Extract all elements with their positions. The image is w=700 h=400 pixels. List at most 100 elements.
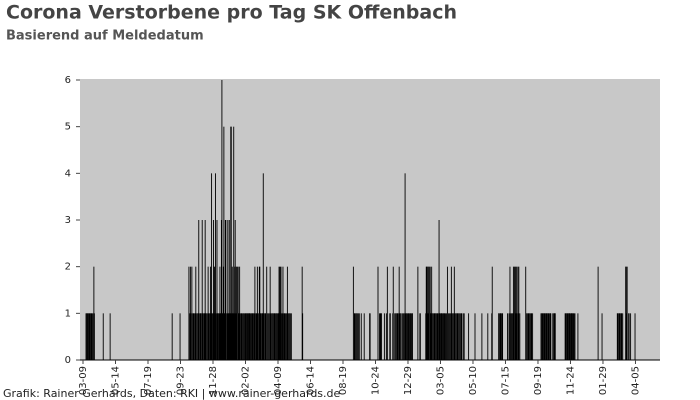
bar (436, 313, 438, 360)
bar (543, 313, 545, 360)
bar (238, 313, 240, 360)
bar (89, 313, 91, 360)
x-tick-label: 12-29 (403, 366, 414, 395)
bar (408, 313, 409, 360)
bar (258, 266, 260, 360)
bar (239, 266, 241, 360)
x-tick-label: 06-14 (305, 366, 316, 395)
bar (91, 313, 93, 360)
bar (439, 313, 440, 360)
bar (427, 266, 429, 360)
bar (502, 313, 504, 360)
bar (515, 266, 517, 360)
bar (544, 313, 546, 360)
bar (406, 313, 408, 360)
bar (269, 266, 271, 360)
x-tick-label: 09-19 (533, 366, 544, 395)
bar (432, 313, 434, 360)
bar (229, 313, 231, 360)
bar (195, 266, 197, 360)
bar (214, 313, 216, 360)
bar (553, 313, 555, 360)
bar (238, 313, 240, 360)
bar (379, 313, 380, 360)
bar (191, 313, 193, 360)
bar (237, 266, 239, 360)
bar (511, 313, 513, 360)
bar (525, 266, 527, 360)
bar (568, 313, 570, 360)
bar (262, 313, 264, 360)
bar (189, 313, 191, 360)
bar (452, 313, 454, 360)
bar (570, 313, 572, 360)
bar (302, 313, 304, 360)
bar (216, 220, 218, 360)
x-tick-label: 03-09 (78, 366, 89, 395)
bar (441, 313, 442, 360)
bar (400, 313, 402, 360)
bar (445, 313, 447, 360)
bar (380, 313, 382, 360)
bar (630, 313, 632, 360)
x-tick-label: 08-19 (338, 366, 349, 395)
bar (620, 313, 622, 360)
bar (443, 313, 444, 360)
bar (456, 313, 458, 360)
bar (410, 313, 411, 360)
bar (252, 313, 254, 360)
bar (212, 313, 214, 360)
bar (90, 313, 92, 360)
bar (301, 266, 303, 360)
bar (500, 313, 502, 360)
bar (540, 313, 542, 360)
bar (526, 313, 528, 360)
bar (446, 266, 448, 360)
bar (213, 313, 215, 360)
plot-area (80, 79, 660, 360)
bar (546, 313, 548, 360)
bar (509, 266, 511, 360)
bar (527, 313, 529, 360)
bar (211, 313, 213, 360)
bar (515, 313, 517, 360)
bar (283, 313, 285, 360)
bar (601, 313, 603, 360)
bar (224, 220, 226, 360)
bar (243, 313, 245, 360)
bar (226, 313, 228, 360)
bar (221, 80, 223, 360)
bar (435, 313, 437, 360)
bar (246, 313, 247, 360)
x-tick-label: 03-05 (435, 366, 446, 395)
bar (545, 313, 547, 360)
bar (89, 313, 90, 360)
bar (389, 313, 391, 360)
bar (232, 313, 234, 360)
bar (249, 313, 251, 360)
bar (544, 313, 546, 360)
bar (275, 313, 277, 360)
bar (215, 173, 216, 360)
bar (256, 313, 258, 360)
bar (231, 313, 233, 360)
bar (431, 266, 433, 360)
source: Grafik: Rainer Gerhards, Daten: RKI | ww… (3, 387, 341, 400)
bar (223, 313, 225, 360)
bar (407, 313, 409, 360)
bar (260, 313, 262, 360)
bar (425, 266, 427, 360)
bar (625, 266, 627, 360)
bar (288, 313, 290, 360)
bar (430, 313, 432, 360)
bar (236, 266, 238, 360)
bar (438, 220, 440, 360)
bar (224, 313, 226, 360)
bar (446, 313, 448, 360)
bar (245, 313, 246, 360)
bar (355, 313, 357, 360)
bar (266, 313, 268, 360)
bar (204, 313, 206, 360)
bar (620, 313, 622, 360)
